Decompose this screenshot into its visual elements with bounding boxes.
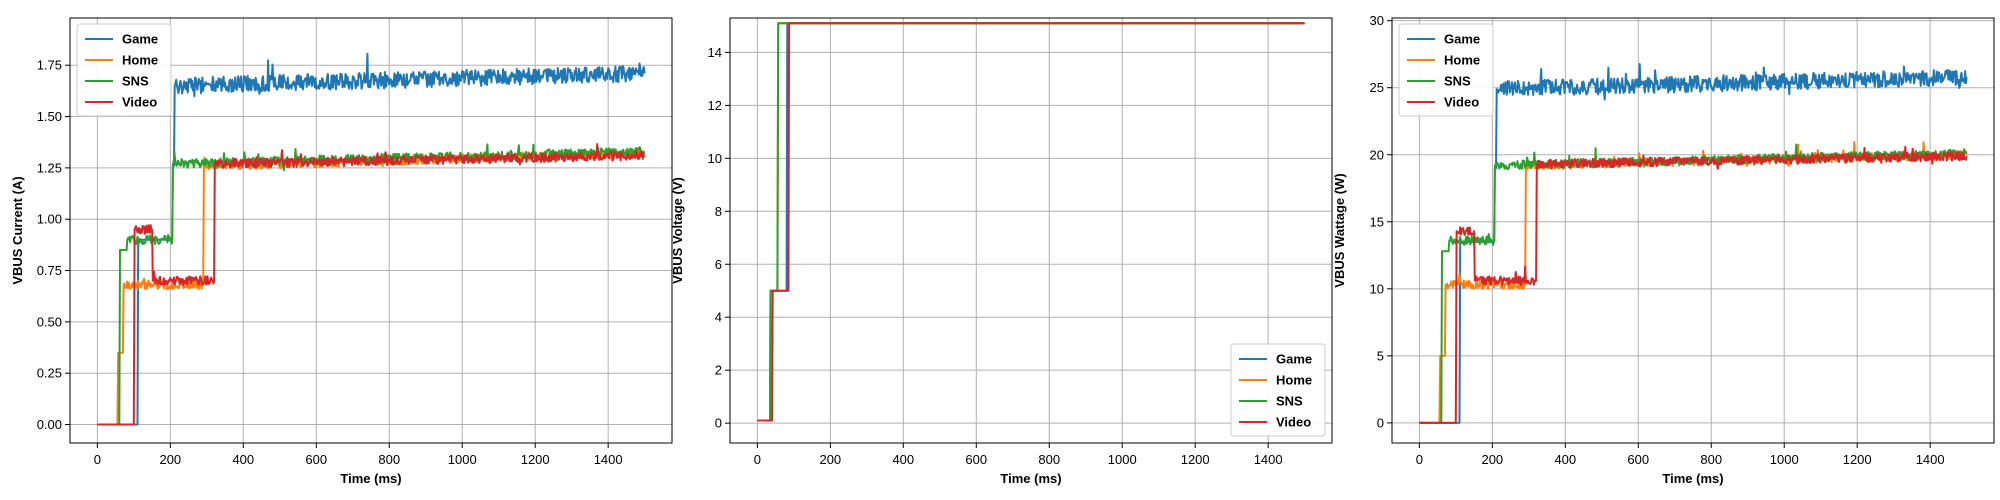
legend-frame xyxy=(1230,343,1326,437)
x-tick-label: 1000 xyxy=(1770,452,1799,467)
y-tick-label: 12 xyxy=(708,98,722,113)
series-line-sns xyxy=(757,22,1305,422)
y-tick-label: 0 xyxy=(715,416,722,431)
y-tick-label: 25 xyxy=(1370,80,1384,95)
y-tick-label: 6 xyxy=(715,257,722,272)
plot-frame xyxy=(69,17,673,444)
y-tick-label: 1.25 xyxy=(37,160,62,175)
x-tick-label: 1200 xyxy=(1181,452,1210,467)
chart-panel-3: 0 200 400 600 800 1000 1200 1400 0 5 10 15 20 25 30 Tim… xyxy=(1332,13,1995,486)
series-group xyxy=(1419,63,1968,424)
legend-label-video: Video xyxy=(122,95,157,110)
legend-label-home: Home xyxy=(1276,373,1312,388)
y-tick-label: 15 xyxy=(1370,214,1384,229)
plot-frame xyxy=(1391,17,1995,444)
series-line-home xyxy=(97,148,645,426)
x-tick-label: 200 xyxy=(1481,452,1503,467)
y-tick-label: 20 xyxy=(1370,147,1384,162)
x-tick-label: 1400 xyxy=(1254,452,1283,467)
y-tick-label: 0.00 xyxy=(37,417,62,432)
legend-label-sns: SNS xyxy=(122,74,149,89)
legend-label-home: Home xyxy=(122,53,158,68)
legend-label-home: Home xyxy=(1444,53,1480,68)
x-tick-label: 0 xyxy=(754,452,761,467)
y-tick-label: 0.50 xyxy=(37,314,62,329)
legend-frame xyxy=(76,23,172,117)
x-tick-label: 800 xyxy=(1700,452,1722,467)
series-line-sns xyxy=(1419,143,1968,424)
x-tick-label: 200 xyxy=(159,452,181,467)
chart-panel-2: 0 200 400 600 800 1000 1200 1400 0 2 4 6 8 10 12 14 Time… xyxy=(670,17,1333,486)
legend-label-sns: SNS xyxy=(1444,74,1471,89)
series-group xyxy=(97,52,646,426)
x-tick-label: 1200 xyxy=(1843,452,1872,467)
y-tick-label: 0.25 xyxy=(37,366,62,381)
x-tick-label: 400 xyxy=(892,452,914,467)
legend-label-game: Game xyxy=(1444,32,1480,47)
legend-label-video: Video xyxy=(1444,95,1479,110)
chart-panel-1: 0 200 400 600 800 1000 1200 1400 0.00 0.25 0.50 0.7… xyxy=(10,17,673,486)
y-tick-label: 2 xyxy=(715,363,722,378)
y-tick-label: 5 xyxy=(1377,348,1384,363)
x-tick-label: 600 xyxy=(1627,452,1649,467)
legend-label-game: Game xyxy=(1276,352,1312,367)
y-axis-label: VBUS Current (A) xyxy=(10,176,25,284)
y-tick-label: 10 xyxy=(1370,281,1384,296)
x-tick-label: 800 xyxy=(378,452,400,467)
y-axis-label: VBUS Wattage (W) xyxy=(1332,173,1347,287)
legend-label-video: Video xyxy=(1276,415,1311,430)
x-axis-label: Time (ms) xyxy=(340,471,401,486)
x-tick-label: 400 xyxy=(1554,452,1576,467)
series-line-home xyxy=(757,22,1305,422)
x-tick-label: 1400 xyxy=(594,452,623,467)
y-tick-label: 10 xyxy=(708,151,722,166)
series-line-game xyxy=(97,52,646,426)
plot-frame xyxy=(729,17,1333,444)
x-tick-label: 1400 xyxy=(1916,452,1945,467)
y-tick-label: 1.00 xyxy=(37,212,62,227)
x-tick-label: 1000 xyxy=(1108,452,1137,467)
x-tick-label: 600 xyxy=(305,452,327,467)
legend: Game Home SNS Video xyxy=(76,23,172,117)
y-tick-label: 4 xyxy=(715,310,722,325)
x-tick-label: 1200 xyxy=(521,452,550,467)
legend: Game Home SNS Video xyxy=(1230,343,1326,437)
y-tick-label: 14 xyxy=(708,45,722,60)
x-axis-label: Time (ms) xyxy=(1000,471,1061,486)
y-tick-label: 0.75 xyxy=(37,263,62,278)
x-axis-label: Time (ms) xyxy=(1662,471,1723,486)
x-tick-label: 0 xyxy=(1416,452,1423,467)
series-line-video xyxy=(757,22,1305,422)
x-tick-label: 600 xyxy=(965,452,987,467)
x-tick-label: 0 xyxy=(94,452,101,467)
y-tick-label: 1.75 xyxy=(37,58,62,73)
y-tick-label: 1.50 xyxy=(37,109,62,124)
x-tick-label: 200 xyxy=(819,452,841,467)
y-tick-label: 30 xyxy=(1370,13,1384,28)
series-line-video xyxy=(97,143,646,426)
series-group xyxy=(757,22,1305,422)
legend-label-game: Game xyxy=(122,32,158,47)
y-tick-label: 0 xyxy=(1377,415,1384,430)
x-tick-label: 1000 xyxy=(448,452,477,467)
series-line-game xyxy=(1419,63,1968,424)
y-tick-label: 8 xyxy=(715,204,722,219)
legend-label-sns: SNS xyxy=(1276,394,1303,409)
legend-frame xyxy=(1398,23,1494,117)
series-line-video xyxy=(1419,145,1968,424)
legend: Game Home SNS Video xyxy=(1398,23,1494,117)
series-line-game xyxy=(757,22,1305,422)
y-axis-label: VBUS Voltage (V) xyxy=(670,177,685,284)
x-tick-label: 400 xyxy=(232,452,254,467)
x-tick-label: 800 xyxy=(1038,452,1060,467)
